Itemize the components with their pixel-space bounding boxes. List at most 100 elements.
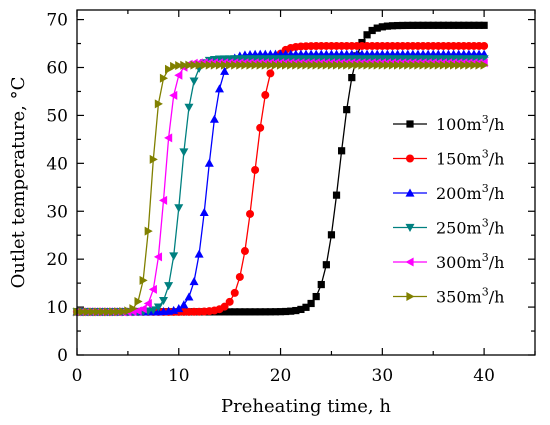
data-point (292, 306, 300, 315)
legend-marker (405, 188, 415, 197)
legend-label: 150m3/h (436, 148, 504, 169)
data-point (439, 21, 447, 29)
data-point (235, 272, 244, 281)
series-350m3/h (73, 60, 489, 317)
data-point (460, 60, 469, 70)
data-point (179, 148, 189, 157)
data-point (338, 60, 347, 70)
data-point (83, 307, 92, 317)
y-tick-label: 70 (46, 11, 68, 31)
data-point (343, 106, 351, 114)
data-point (88, 307, 97, 317)
legend-label: 100m3/h (436, 113, 504, 134)
data-point (287, 60, 296, 70)
plot-area (72, 21, 489, 317)
data-point (343, 60, 352, 70)
data-point (460, 21, 468, 29)
data-point (455, 21, 463, 29)
data-point (480, 21, 488, 29)
data-point (220, 308, 229, 316)
data-point (148, 284, 157, 294)
data-point (169, 90, 178, 100)
data-point (348, 60, 357, 70)
data-point (148, 306, 158, 315)
data-point (138, 304, 147, 314)
data-point (246, 209, 255, 218)
data-point (424, 21, 432, 29)
data-point (169, 252, 179, 261)
data-point (409, 21, 417, 29)
data-point (180, 60, 189, 70)
legend-marker (406, 292, 415, 301)
data-point (444, 21, 453, 29)
data-point (114, 307, 123, 317)
data-point (307, 299, 315, 308)
data-point (261, 91, 270, 100)
data-point (134, 296, 143, 306)
data-point (266, 69, 275, 78)
data-point (317, 60, 326, 70)
data-point (327, 60, 336, 70)
data-point (241, 60, 250, 70)
data-point (455, 60, 464, 70)
data-point (256, 60, 265, 70)
data-point (429, 21, 437, 29)
data-point (246, 308, 254, 316)
data-point (149, 154, 158, 164)
data-point (225, 297, 234, 306)
data-point (282, 307, 290, 316)
legend-item: 150m3/h (393, 148, 504, 169)
data-point (165, 64, 174, 74)
x-tick-label: 30 (372, 366, 394, 386)
data-point (199, 207, 209, 217)
data-point (184, 292, 194, 301)
data-point (419, 21, 427, 29)
data-point (358, 60, 367, 70)
data-point (256, 123, 265, 132)
data-point (404, 60, 413, 70)
data-point (434, 60, 443, 70)
data-point (363, 31, 371, 39)
data-point (241, 308, 249, 316)
data-point (322, 261, 330, 269)
data-point (312, 292, 320, 301)
series-250m3/h (72, 55, 489, 317)
data-point (271, 308, 280, 316)
data-point (338, 147, 346, 155)
data-point (276, 60, 286, 70)
y-tick-label: 0 (57, 346, 68, 366)
data-point (220, 302, 229, 311)
data-point (302, 60, 311, 70)
data-point (394, 21, 402, 30)
data-point (429, 60, 438, 70)
data-point (297, 305, 305, 314)
data-point (378, 60, 387, 70)
series-line (77, 24, 485, 313)
data-point (414, 60, 423, 70)
data-point (93, 307, 102, 317)
data-point (246, 60, 255, 70)
data-point (378, 23, 386, 31)
data-point (78, 307, 87, 317)
legend-marker (406, 154, 414, 163)
data-point (159, 195, 168, 205)
data-point (175, 60, 184, 70)
data-point (434, 21, 442, 29)
data-point (348, 74, 356, 82)
series-line (77, 45, 485, 313)
data-point (475, 60, 484, 70)
legend-marker (405, 257, 414, 267)
data-point (404, 21, 412, 29)
data-point (449, 21, 458, 29)
data-point (261, 60, 270, 70)
data-point (399, 21, 407, 30)
data-point (189, 77, 199, 86)
y-tick-label: 20 (46, 250, 68, 270)
legend-label: 200m3/h (436, 182, 504, 203)
data-point (159, 296, 169, 306)
data-point (144, 226, 153, 236)
y-tick-label: 10 (46, 298, 68, 318)
data-point (109, 307, 118, 317)
series-line (77, 53, 485, 313)
